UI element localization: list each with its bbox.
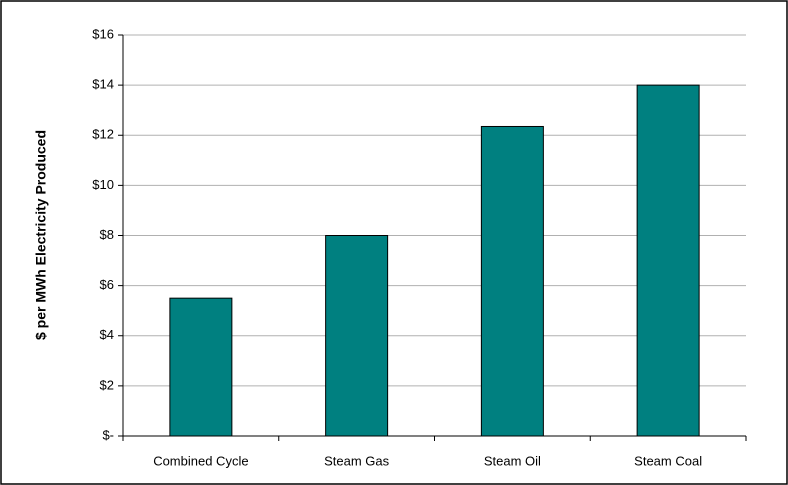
bar [636, 84, 700, 437]
x-tick-label: Steam Gas [324, 453, 390, 468]
y-tick-label: $- [102, 427, 114, 442]
x-tick-label: Steam Oil [484, 453, 541, 468]
y-tick-label: $14 [92, 77, 114, 92]
y-tick-label: $8 [100, 227, 114, 242]
y-axis-label: $ per MWh Electricity Produced [33, 130, 49, 340]
y-tick-label: $6 [100, 277, 114, 292]
y-tick-label: $4 [100, 327, 114, 342]
bar [169, 297, 233, 437]
y-tick-label: $16 [92, 26, 114, 41]
y-tick-label: $10 [92, 177, 114, 192]
x-tick-label: Steam Coal [634, 453, 702, 468]
y-tick-label: $12 [92, 127, 114, 142]
y-tick-label: $2 [100, 377, 114, 392]
bar [480, 125, 544, 437]
x-tick-label: Combined Cycle [153, 453, 248, 468]
bar [325, 235, 389, 437]
